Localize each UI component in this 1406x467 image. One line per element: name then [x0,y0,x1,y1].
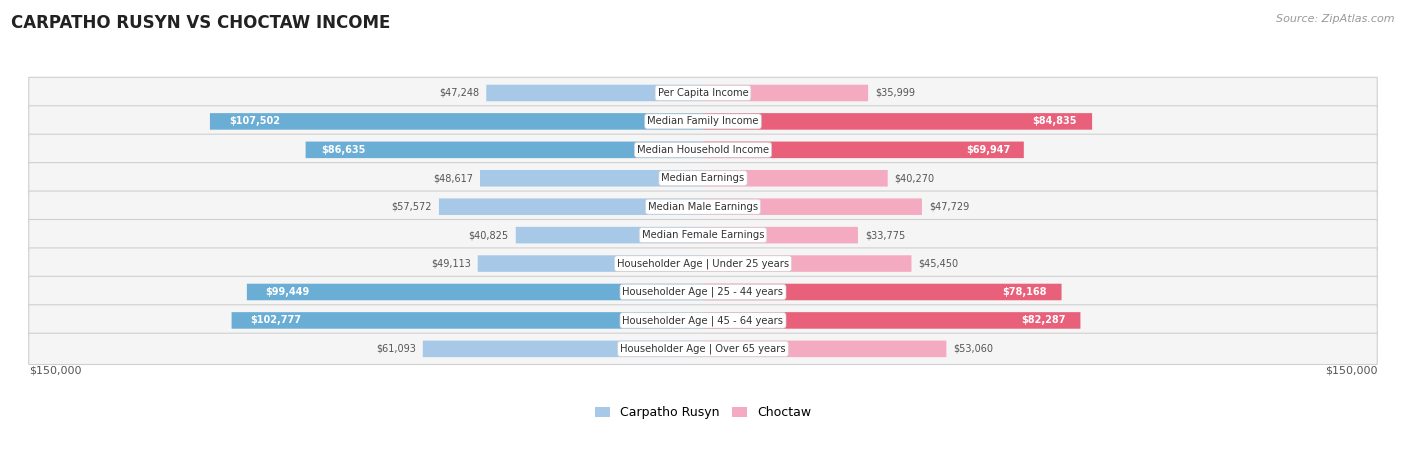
FancyBboxPatch shape [516,227,703,243]
Text: Median Female Earnings: Median Female Earnings [641,230,765,240]
Text: Source: ZipAtlas.com: Source: ZipAtlas.com [1277,14,1395,24]
Text: Median Earnings: Median Earnings [661,173,745,183]
FancyBboxPatch shape [479,170,703,186]
FancyBboxPatch shape [28,333,1378,364]
FancyBboxPatch shape [28,134,1378,165]
FancyBboxPatch shape [28,305,1378,336]
Text: Householder Age | Over 65 years: Householder Age | Over 65 years [620,344,786,354]
FancyBboxPatch shape [28,163,1378,194]
Text: $150,000: $150,000 [28,365,82,375]
FancyBboxPatch shape [703,284,1062,300]
Text: $40,270: $40,270 [894,173,935,183]
Text: $47,248: $47,248 [439,88,479,98]
FancyBboxPatch shape [703,340,946,357]
Text: CARPATHO RUSYN VS CHOCTAW INCOME: CARPATHO RUSYN VS CHOCTAW INCOME [11,14,391,32]
Text: $48,617: $48,617 [433,173,474,183]
FancyBboxPatch shape [439,198,703,215]
Text: $82,287: $82,287 [1021,315,1066,325]
Text: $53,060: $53,060 [953,344,993,354]
FancyBboxPatch shape [28,191,1378,222]
FancyBboxPatch shape [478,255,703,272]
Text: Median Family Income: Median Family Income [647,116,759,127]
Legend: Carpatho Rusyn, Choctaw: Carpatho Rusyn, Choctaw [595,406,811,419]
FancyBboxPatch shape [703,255,911,272]
Text: $35,999: $35,999 [875,88,915,98]
Text: Per Capita Income: Per Capita Income [658,88,748,98]
FancyBboxPatch shape [28,219,1378,251]
Text: $45,450: $45,450 [918,259,959,269]
FancyBboxPatch shape [423,340,703,357]
Text: $99,449: $99,449 [266,287,309,297]
Text: $61,093: $61,093 [375,344,416,354]
FancyBboxPatch shape [703,227,858,243]
Text: Median Household Income: Median Household Income [637,145,769,155]
FancyBboxPatch shape [703,142,1024,158]
Text: $33,775: $33,775 [865,230,905,240]
FancyBboxPatch shape [209,113,703,130]
FancyBboxPatch shape [28,78,1378,109]
Text: $107,502: $107,502 [229,116,281,127]
Text: $86,635: $86,635 [322,145,366,155]
FancyBboxPatch shape [703,113,1092,130]
FancyBboxPatch shape [28,276,1378,308]
Text: $102,777: $102,777 [250,315,301,325]
Text: Householder Age | 25 - 44 years: Householder Age | 25 - 44 years [623,287,783,297]
FancyBboxPatch shape [486,85,703,101]
FancyBboxPatch shape [703,85,868,101]
Text: $84,835: $84,835 [1032,116,1077,127]
Text: Median Male Earnings: Median Male Earnings [648,202,758,212]
Text: $47,729: $47,729 [929,202,969,212]
FancyBboxPatch shape [28,248,1378,279]
FancyBboxPatch shape [28,106,1378,137]
FancyBboxPatch shape [305,142,703,158]
Text: $57,572: $57,572 [391,202,432,212]
FancyBboxPatch shape [703,312,1080,329]
FancyBboxPatch shape [703,198,922,215]
FancyBboxPatch shape [247,284,703,300]
Text: $49,113: $49,113 [432,259,471,269]
Text: Householder Age | Under 25 years: Householder Age | Under 25 years [617,258,789,269]
Text: $78,168: $78,168 [1002,287,1047,297]
Text: $69,947: $69,947 [967,145,1011,155]
FancyBboxPatch shape [232,312,703,329]
Text: Householder Age | 45 - 64 years: Householder Age | 45 - 64 years [623,315,783,325]
Text: $150,000: $150,000 [1324,365,1378,375]
FancyBboxPatch shape [703,170,887,186]
Text: $40,825: $40,825 [468,230,509,240]
